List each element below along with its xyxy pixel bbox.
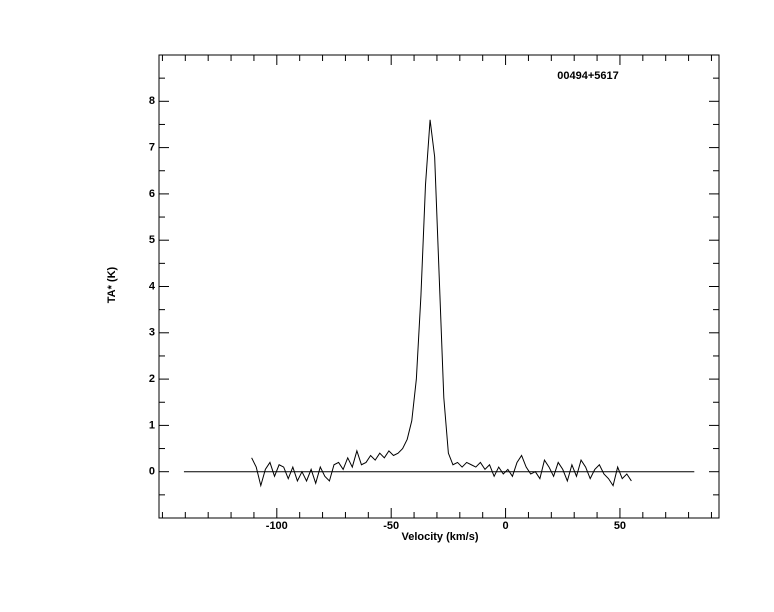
x-tick-label: -50 (383, 520, 399, 532)
y-tick-label: 2 (149, 373, 155, 385)
y-tick-label: 7 (149, 142, 155, 154)
y-tick-label: 6 (149, 188, 155, 200)
y-axis-label: TA* (K) (106, 266, 118, 303)
x-tick-label: 50 (614, 520, 626, 532)
y-tick-label: 8 (149, 95, 155, 107)
x-axis-label: Velocity (km/s) (401, 531, 478, 543)
chart-title: 00494+5617 (557, 70, 618, 82)
y-tick-label: 5 (149, 234, 155, 246)
spectrum-line (251, 119, 632, 488)
y-tick-label: 1 (149, 419, 155, 431)
x-tick-label: 0 (503, 520, 509, 532)
y-tick-label: 3 (149, 327, 155, 339)
y-tick-label: 0 (149, 466, 155, 478)
y-tick-label: 4 (149, 280, 156, 292)
plot-frame (158, 54, 720, 519)
x-tick-label: -100 (266, 520, 288, 532)
